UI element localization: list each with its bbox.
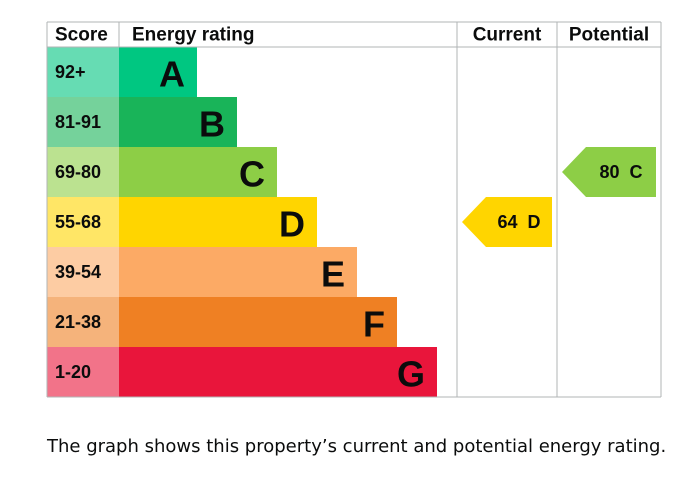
- score-cell-g: [47, 347, 119, 397]
- score-label-c: 69-80: [55, 162, 101, 182]
- rating-bar-g: [119, 347, 437, 397]
- rating-bar-e: [119, 247, 357, 297]
- chart-caption: The graph shows this property’s current …: [47, 436, 667, 457]
- energy-rating-chart: Score Energy rating Current Potential 92+ A 81…: [46, 21, 662, 398]
- score-cell-a: [47, 47, 119, 97]
- header-potential: Potential: [569, 25, 649, 46]
- rating-letter-c: C: [239, 154, 265, 195]
- score-cell-b: [47, 97, 119, 147]
- rating-letter-e: E: [321, 254, 345, 295]
- score-cell-c: [47, 147, 119, 197]
- score-label-f: 21-38: [55, 312, 101, 332]
- rating-letter-b: B: [199, 104, 225, 145]
- header-current: Current: [473, 25, 542, 46]
- score-cell-e: [47, 247, 119, 297]
- score-label-d: 55-68: [55, 212, 101, 232]
- score-cell-f: [47, 297, 119, 347]
- score-label-e: 39-54: [55, 262, 101, 282]
- rating-bar-d: [119, 197, 317, 247]
- rating-bar-a: [119, 47, 197, 97]
- potential-rating-label: 80 C: [599, 162, 642, 182]
- rating-bar-b: [119, 97, 237, 147]
- rating-bar-f: [119, 297, 397, 347]
- score-cell-d: [47, 197, 119, 247]
- rating-bar-c: [119, 147, 277, 197]
- rating-letter-f: F: [363, 304, 385, 345]
- rating-letter-g: G: [397, 354, 425, 395]
- score-label-a: 92+: [55, 62, 86, 82]
- potential-rating-arrow: [562, 147, 656, 197]
- current-rating-label: 64 D: [497, 212, 540, 232]
- score-label-g: 1-20: [55, 362, 91, 382]
- header-energy-rating: Energy rating: [132, 25, 254, 46]
- rating-letter-a: A: [159, 54, 185, 95]
- score-label-b: 81-91: [55, 112, 101, 132]
- header-score: Score: [55, 25, 108, 46]
- rating-letter-d: D: [279, 204, 305, 245]
- current-rating-arrow: [462, 197, 552, 247]
